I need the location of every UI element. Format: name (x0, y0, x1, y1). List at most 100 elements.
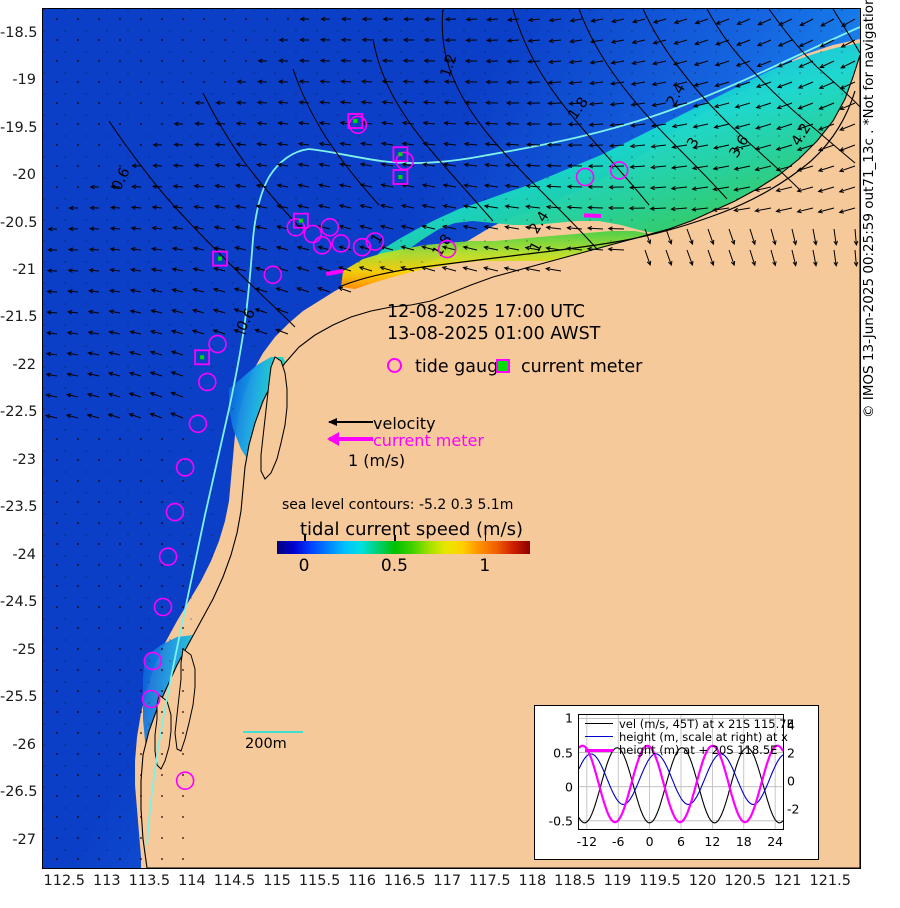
tide-gauge-marker[interactable] (175, 771, 195, 791)
velocity-arrow (423, 58, 436, 64)
velocity-arrow (193, 184, 205, 189)
velocity-dot (56, 648, 58, 650)
velocity-dot (98, 18, 100, 20)
velocity-dot (161, 480, 163, 482)
velocity-dot (77, 81, 79, 83)
current-meter-marker[interactable] (392, 146, 409, 163)
y-tick-label: -26 (12, 736, 36, 753)
velocity-dot (77, 60, 79, 62)
tide-gauge-marker[interactable] (437, 239, 457, 259)
tide-gauge-marker[interactable] (158, 547, 178, 567)
x-tick-label: 120.5 (724, 873, 766, 889)
velocity-arrow (130, 205, 142, 210)
tide-gauge-marker[interactable] (331, 234, 351, 253)
tide-gauge-marker[interactable] (352, 237, 372, 257)
velocity-arrow (749, 249, 756, 267)
velocity-arrow (527, 38, 541, 43)
y-tick-label: -27 (12, 831, 36, 848)
velocity-dot (140, 690, 142, 692)
velocity-dot (119, 774, 121, 776)
velocity-dot (56, 81, 58, 83)
velocity-arrow (506, 38, 520, 43)
velocity-arrow (819, 60, 835, 68)
y-tick-label: -22 (12, 356, 36, 373)
inset-timeseries-panel[interactable]: 1 0.5 0 -0.5 4 2 0 -2 -12 -6 0 6 12 18 24 vel (m/s, … (534, 705, 819, 860)
velocity-arrow (838, 144, 856, 152)
inset-left-tick-label: 1 (565, 710, 573, 726)
tide-gauge-marker[interactable] (365, 232, 385, 251)
current-meter-marker[interactable] (212, 250, 228, 267)
tide-gauge-marker[interactable] (153, 597, 173, 617)
velocity-legend-label: velocity (373, 414, 436, 433)
observation-markers[interactable] (141, 113, 629, 791)
velocity-dot (77, 648, 79, 650)
tide-gauge-marker[interactable] (141, 689, 161, 709)
velocity-arrow (319, 37, 331, 43)
velocity-dot (161, 81, 163, 83)
tide-gauge-marker[interactable] (320, 218, 340, 237)
tide-gauge-marker[interactable] (175, 458, 195, 477)
tide-gauge-marker[interactable] (312, 236, 332, 255)
velocity-dot (77, 39, 79, 41)
velocity-arrow (171, 308, 184, 314)
tide-gauge-marker[interactable] (143, 651, 163, 671)
inset-legend-swatch (585, 723, 613, 725)
velocity-arrow (587, 205, 604, 210)
velocity-arrow (275, 328, 289, 335)
velocity-dot (182, 522, 184, 524)
velocity-arrow (778, 18, 793, 26)
current-meter-vector-label: current meter (373, 431, 484, 450)
tide-gauge-marker[interactable] (263, 265, 283, 285)
tide-gauge-marker[interactable] (188, 414, 208, 434)
velocity-arrow (213, 246, 226, 251)
velocity-arrow (483, 245, 499, 251)
tide-gauge-marker[interactable] (198, 372, 217, 392)
velocity-arrow (257, 58, 268, 64)
velocity-arrow (691, 186, 709, 191)
velocity-arrow (234, 204, 247, 210)
tide-gauge-marker[interactable] (303, 224, 323, 244)
inset-legend-swatch (585, 749, 613, 752)
inset-x-tick-label: 24 (767, 834, 784, 849)
velocity-arrow (45, 351, 58, 357)
velocity-arrow (402, 58, 415, 64)
colorbar-title: tidal current speed (m/s) (300, 519, 524, 540)
observed-current-vector (583, 213, 602, 218)
velocity-dot (77, 816, 79, 818)
velocity-dot (245, 60, 247, 62)
velocity-arrow (47, 247, 58, 253)
velocity-arrow (151, 205, 163, 210)
current-meter-marker[interactable] (194, 349, 211, 366)
tide-gauge-marker[interactable] (208, 334, 227, 354)
tide-gauge-marker[interactable] (575, 167, 595, 187)
current-meter-marker[interactable] (392, 169, 409, 185)
velocity-arrow (776, 102, 793, 110)
velocity-arrow (254, 287, 268, 293)
current-meter-marker[interactable] (292, 212, 309, 229)
y-tick-label: -24 (12, 546, 36, 563)
velocity-arrow (107, 392, 121, 398)
map-panel[interactable]: 1.2 0.6 0.6 1.8 2.4 3 3.6 4.2 1.8 2.4 1 1 (42, 8, 861, 869)
velocity-arrow (629, 164, 646, 170)
y-tick-label: -20 (12, 167, 36, 184)
velocity-arrow (484, 162, 499, 168)
velocity-arrow (193, 204, 205, 210)
tide-gauge-marker[interactable] (348, 115, 368, 135)
velocity-arrow (775, 186, 793, 193)
velocity-arrow (275, 245, 289, 251)
velocity-arrow (277, 121, 289, 126)
tide-gauge-marker[interactable] (609, 161, 629, 180)
velocity-arrow (812, 249, 818, 267)
velocity-dot (161, 858, 163, 860)
inset-right-tick-label: -2 (787, 801, 800, 817)
velocity-arrow (686, 228, 694, 246)
current-meter-marker[interactable] (347, 113, 364, 129)
y-tick-label: -21 (12, 262, 36, 279)
velocity-dot (119, 753, 121, 755)
velocity-arrow (754, 186, 772, 192)
velocity-dot (140, 543, 142, 545)
velocity-arrow (504, 183, 520, 189)
velocity-arrow (89, 184, 99, 190)
velocity-arrow (149, 329, 163, 335)
tide-gauge-marker[interactable] (165, 502, 185, 522)
